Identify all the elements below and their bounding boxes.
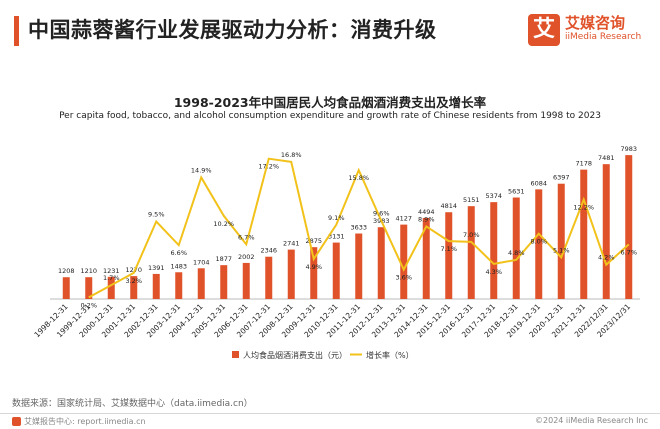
- growth-value-label: 8.0%: [530, 238, 547, 246]
- bar-2013-12-31: [400, 224, 408, 299]
- bar-2001-12-31: [130, 276, 138, 299]
- bar-2006-12-31: [242, 262, 250, 299]
- bar-value-label: 7983: [620, 145, 637, 153]
- bar-value-label: 1391: [148, 264, 165, 272]
- bar-1999-12-31: [85, 277, 93, 299]
- growth-value-label: 17.2%: [258, 163, 279, 171]
- growth-value-label: 6.6%: [170, 249, 187, 257]
- growth-value-label: 14.9%: [191, 166, 212, 174]
- bar-value-label: 7481: [598, 154, 615, 162]
- bar-value-label: 1208: [58, 267, 75, 275]
- bar-2010-12-31: [332, 242, 340, 299]
- bar-value-label: 2346: [260, 247, 277, 255]
- page-title: 中国蒜蓉酱行业发展驱动力分析：消费升级: [28, 18, 437, 42]
- footer-copyright: ©2024 iiMedia Research Inc: [535, 416, 648, 425]
- bar-2018-12-31: [512, 197, 520, 299]
- bar-2021-12-31: [580, 169, 588, 299]
- bar-2023/12/31: [625, 155, 633, 299]
- growth-value-label: 4.8%: [508, 249, 525, 257]
- bar-2005-12-31: [220, 265, 228, 299]
- growth-value-label: 9.1%: [328, 214, 345, 222]
- growth-value-label: 16.8%: [281, 151, 302, 159]
- bar-1998-12-31: [62, 277, 70, 299]
- bar-value-label: 1877: [215, 255, 232, 263]
- bar-2003-12-31: [175, 272, 183, 299]
- bar-2019-12-31: [535, 189, 543, 299]
- logo-name-en: iiMedia Research: [565, 32, 642, 42]
- bar-value-label: 6397: [553, 174, 570, 182]
- bar-value-label: 4494: [418, 208, 435, 216]
- growth-value-label: 3.2%: [125, 277, 142, 285]
- growth-value-label: 9.6%: [373, 210, 390, 218]
- bar-value-label: 2002: [238, 253, 255, 261]
- bar-value-label: 1231: [103, 267, 120, 275]
- growth-value-label: 15.8%: [348, 174, 369, 182]
- bar-2012-12-31: [377, 227, 385, 299]
- bar-value-label: 5374: [485, 192, 502, 200]
- bar-2011-12-31: [355, 233, 363, 299]
- bar-2016-12-31: [467, 206, 475, 299]
- bar-value-label: 2875: [305, 237, 322, 245]
- growth-value-label: 4.2%: [598, 254, 615, 262]
- bar-value-label: 6084: [530, 179, 547, 187]
- growth-value-label: 7.1%: [440, 245, 457, 253]
- bar-value-label: 4814: [440, 202, 457, 210]
- footer-divider: [0, 413, 660, 414]
- bar-value-label: 2741: [283, 240, 300, 248]
- bar-value-label: 1704: [193, 258, 210, 266]
- growth-value-label: 9.5%: [148, 211, 165, 219]
- legend-bar-label: 人均食品烟酒消费支出（元）: [243, 350, 347, 360]
- growth-value-label: 10.2%: [213, 220, 234, 228]
- bar-2009-12-31: [310, 247, 318, 299]
- growth-value-label: 1.7%: [103, 274, 120, 282]
- chart-subtitle: Per capita food, tobacco, and alcohol co…: [59, 111, 601, 121]
- growth-rate-line: [88, 157, 630, 299]
- bar-value-label: 4127: [395, 215, 412, 223]
- bar-value-label: 7178: [575, 160, 592, 168]
- title-accent-bar: [14, 16, 19, 46]
- growth-value-label: 7.0%: [463, 231, 480, 239]
- bar-2015-12-31: [445, 212, 453, 299]
- growth-value-label: 8.9%: [418, 215, 435, 223]
- bar-value-label: 5151: [463, 196, 480, 204]
- growth-value-label: 0.2%: [80, 301, 97, 309]
- logo-name-cn: 艾媒咨询: [565, 14, 626, 32]
- data-source: 数据来源：国家统计局、艾媒数据中心（data.iimedia.cn）: [12, 399, 253, 409]
- bar-2022/12/31: [602, 164, 610, 299]
- bar-value-label: 5631: [508, 188, 525, 196]
- growth-value-label: 4.9%: [305, 263, 322, 271]
- logo-mark: 艾: [528, 14, 560, 46]
- bar-value-label: 1270: [125, 266, 142, 274]
- bar-2007-12-31: [265, 256, 273, 299]
- bar-2014-12-31: [422, 218, 430, 299]
- bar-2020-12-31: [557, 183, 565, 299]
- bar-value-label: 1210: [80, 267, 97, 275]
- footer-left-text: 艾媒报告中心: report.iimedia.cn: [24, 417, 146, 426]
- bar-value-label: 1483: [170, 262, 187, 270]
- bar-2002-12-31: [152, 273, 160, 299]
- chart-title: 1998-2023年中国居民人均食品烟酒消费支出及增长率: [173, 95, 487, 110]
- bar-2004-12-31: [197, 268, 205, 299]
- bar-value-label: 3131: [328, 233, 345, 241]
- growth-value-label: 12.2%: [573, 203, 594, 211]
- footer-report-link[interactable]: 艾媒报告中心: report.iimedia.cn: [12, 416, 146, 427]
- brand-logo: 艾 艾媒咨询 iiMedia Research: [528, 12, 646, 52]
- bar-value-label: 3633: [350, 224, 367, 232]
- legend-line-label: 增长率（%）: [366, 350, 414, 360]
- bar-2008-12-31: [287, 249, 295, 299]
- growth-value-label: 3.6%: [395, 274, 412, 282]
- growth-value-label: 5.1%: [553, 246, 570, 254]
- growth-value-label: 6.7%: [238, 233, 255, 241]
- bar-2000-12-31: [107, 276, 115, 299]
- legend-bar-swatch: [232, 351, 239, 358]
- report-icon: [12, 417, 21, 426]
- growth-value-label: 6.7%: [620, 248, 637, 256]
- growth-value-label: 4.3%: [485, 268, 502, 276]
- bar-2017-12-31: [490, 202, 498, 299]
